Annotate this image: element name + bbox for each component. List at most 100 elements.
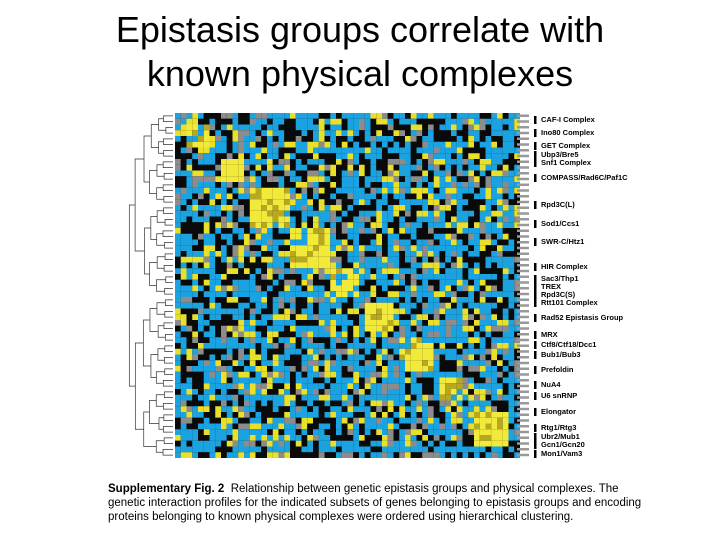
heatmap-cell — [284, 164, 290, 171]
heatmap-cell — [387, 377, 394, 384]
heatmap-cell — [462, 176, 469, 182]
heatmap-cell — [364, 337, 371, 343]
heatmap-cell — [295, 394, 302, 401]
heatmap-cell — [508, 153, 515, 159]
heatmap-cell — [445, 366, 451, 372]
heatmap-cell — [410, 136, 417, 142]
heatmap-cell — [508, 297, 515, 303]
heatmap-cell — [364, 285, 371, 292]
heatmap-cell — [347, 406, 354, 412]
heatmap-cell — [215, 383, 221, 389]
heatmap-cell — [255, 400, 262, 407]
heatmap-cell — [445, 239, 451, 246]
heatmap-cell — [221, 239, 227, 246]
heatmap-cell — [502, 285, 509, 292]
heatmap-cell — [341, 366, 348, 372]
group-bar — [534, 201, 537, 209]
heatmap-cell — [387, 452, 394, 458]
heatmap-cell — [479, 417, 486, 424]
heatmap-cell — [261, 435, 267, 441]
heatmap-cell — [410, 285, 417, 292]
heatmap-cell — [422, 182, 428, 188]
heatmap-cell — [295, 423, 302, 430]
heatmap-cell — [249, 406, 256, 412]
heatmap-cell — [261, 141, 267, 148]
heatmap-cell — [301, 153, 308, 159]
heatmap-cell — [249, 245, 256, 251]
heatmap-cell — [393, 371, 400, 378]
heatmap-cell — [186, 383, 193, 389]
heatmap-cell — [439, 228, 446, 234]
heatmap-cell — [359, 113, 365, 119]
group-bar — [534, 263, 537, 271]
heatmap-cell — [479, 199, 486, 205]
heatmap-cell — [238, 187, 244, 194]
heatmap-cell — [479, 228, 486, 234]
heatmap-cell — [456, 199, 463, 205]
heatmap-cell — [295, 343, 302, 349]
heatmap-cell — [272, 371, 279, 378]
heatmap-cell — [364, 452, 371, 458]
heatmap-cell — [451, 170, 457, 177]
heatmap-cell — [209, 406, 216, 412]
heatmap-cell — [313, 199, 319, 205]
heatmap-cell — [238, 147, 244, 154]
heatmap-cell — [221, 182, 227, 188]
heatmap-cell — [249, 124, 256, 131]
heatmap-cell — [468, 147, 474, 154]
heatmap-cell — [474, 320, 480, 326]
heatmap-cell — [416, 297, 423, 303]
heatmap-cell — [445, 320, 451, 326]
heatmap-cell — [249, 337, 256, 343]
heatmap-cell — [508, 417, 515, 424]
heatmap-cell — [284, 118, 290, 125]
heatmap-cell — [393, 337, 400, 343]
heatmap-cell — [347, 417, 354, 424]
heatmap-cell — [359, 343, 365, 349]
heatmap-cell — [307, 308, 313, 315]
heatmap-cell — [422, 348, 428, 355]
heatmap-cell — [192, 383, 198, 389]
heatmap-cell — [422, 170, 428, 177]
heatmap-cell — [330, 348, 336, 355]
heatmap-cell — [508, 245, 515, 251]
heatmap-cell — [364, 440, 371, 447]
heatmap-cell — [203, 412, 210, 418]
heatmap-cell — [474, 141, 480, 148]
heatmap-cell — [456, 279, 463, 286]
heatmap-cell — [502, 141, 509, 148]
heatmap-cell — [232, 141, 239, 148]
heatmap-cell — [433, 297, 440, 303]
heatmap-cell — [203, 256, 210, 263]
heatmap-cell — [307, 429, 313, 435]
heatmap-cell — [399, 279, 405, 286]
heatmap-cell — [238, 256, 244, 263]
heatmap-cell — [479, 170, 486, 177]
heatmap-cell — [336, 285, 342, 292]
heatmap-cell — [198, 245, 204, 251]
heatmap-cell — [221, 262, 227, 269]
heatmap-cell — [330, 222, 336, 228]
heatmap-cell — [261, 417, 267, 424]
heatmap-cell — [451, 320, 457, 326]
heatmap-cell — [238, 360, 244, 366]
heatmap-cell — [422, 228, 428, 234]
heatmap-cell — [295, 210, 302, 217]
heatmap-cell — [341, 170, 348, 177]
heatmap-cell — [422, 343, 428, 349]
heatmap-cell — [410, 314, 417, 320]
heatmap-cell — [422, 210, 428, 217]
heatmap-cell — [370, 251, 377, 257]
heatmap-cell — [336, 118, 342, 125]
heatmap-cell — [451, 343, 457, 349]
heatmap-cell — [410, 360, 417, 366]
complex-label: Mon1/Vam3 — [541, 449, 582, 458]
heatmap-cell — [376, 153, 382, 159]
heatmap-cell — [307, 354, 313, 361]
heatmap-cell — [272, 320, 279, 326]
heatmap-cell — [336, 337, 342, 343]
heatmap-cell — [445, 354, 451, 361]
heatmap-cell — [485, 371, 492, 378]
heatmap-cell — [428, 417, 434, 424]
heatmap-cell — [462, 222, 469, 228]
